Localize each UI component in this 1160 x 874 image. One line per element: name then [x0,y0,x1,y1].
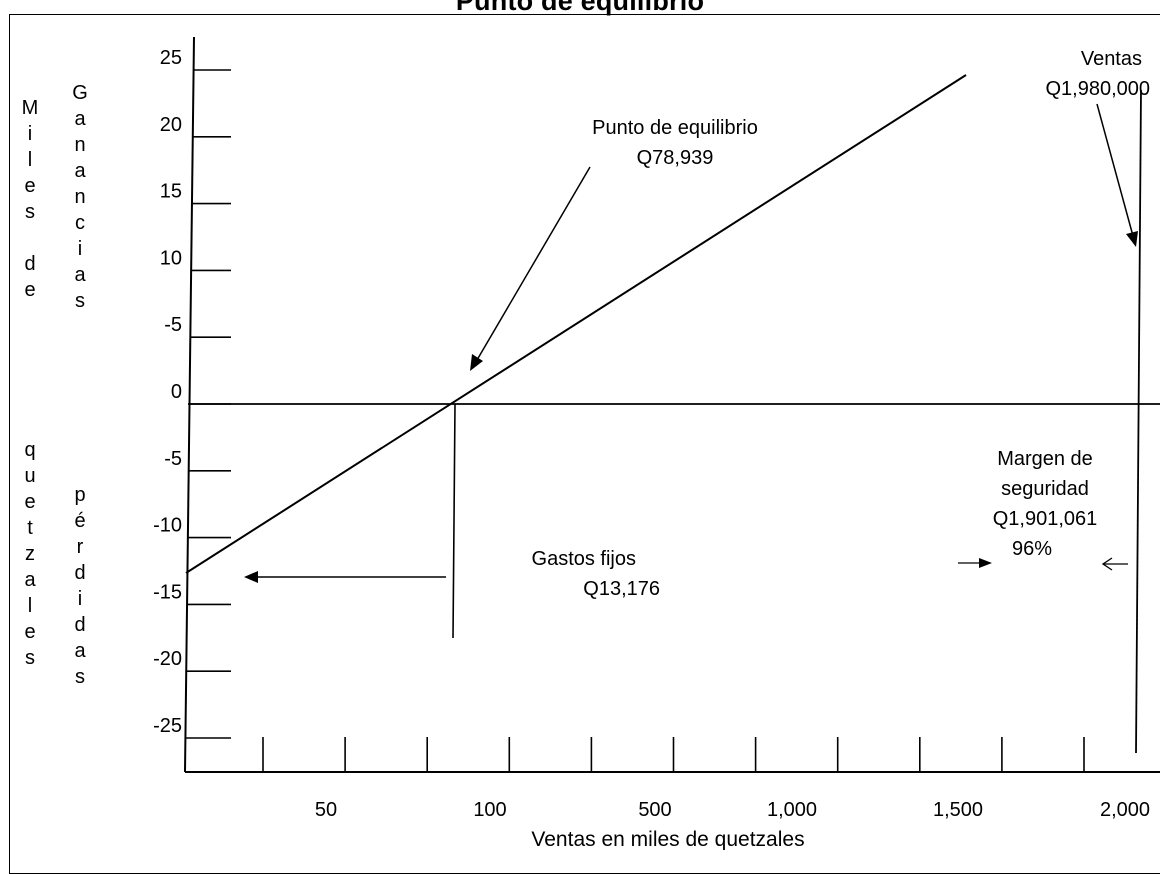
y-axis-label-outer-letter: s [25,647,35,669]
series-profit-line [185,74,967,574]
y-tick-label: -15 [153,581,182,603]
y-axis-label-upper-letter: a [74,160,86,182]
x-tick-label: 1,000 [767,799,817,821]
y-axis-label-outer-letter: d [24,253,36,275]
y-tick-label: 15 [160,181,182,203]
sales-arrow [1096,103,1134,237]
fixed-costs-arrowhead [244,571,258,583]
y-tick-label: 10 [160,247,182,269]
annotation-margin-line1: Margen de [997,448,1093,470]
margin-arrowhead-left [979,558,992,568]
y-axis-label-upper-letter: s [75,290,85,312]
annotation-margin-line4: 96% [1011,538,1053,560]
margin-arrowhead-right [1101,557,1113,571]
y-axis-label-outer-letter: u [24,465,36,487]
y-axis-label-upper-letter: n [74,134,86,156]
annotation-sales-line1: Ventas [1080,48,1142,70]
annotation-fixed-costs-line1: Gastos fijos [531,548,636,570]
x-tick-label: 500 [638,799,671,821]
y-axis-label-outer-letter: i [27,123,33,145]
y-axis-label-lower-letter: r [76,536,84,558]
annotation-break-even-line1: Punto de equilibrio [592,117,758,139]
annotation-sales-line2: Q1,980,000 [1045,78,1150,100]
y-axis-label-upper-letter: a [74,264,86,286]
y-axis-label-outer-letter: z [25,543,35,565]
sales-line [1135,89,1142,754]
y-axis-label-lower-letter: d [74,562,86,584]
y-tick-label: -5 [164,314,182,336]
y-tick-label: 25 [160,47,182,69]
break-even-arrow [476,166,591,361]
x-tick-label: 1,500 [933,799,983,821]
annotation-safety-margin: Margen de seguridad Q1,901,061 96% [970,444,1120,564]
y-axis-label-outer-letter: l [27,149,33,171]
y-axis-label-outer-letter: e [24,279,36,301]
y-axis-label-outer-letter: e [24,621,36,643]
y-axis-label-lower-letter: d [74,614,86,636]
y-axis-label-upper-letter: n [74,186,86,208]
y-tick-label: -10 [153,515,182,537]
y-axis-label-outer-letter: M [21,97,39,119]
break-even-drop-line [452,403,456,639]
x-tick-label: 50 [315,799,337,821]
y-axis-label-lower-letter: i [77,588,83,610]
y-axis-label-outer-letter: q [24,439,36,461]
y-axis-label-upper-letter: i [77,238,83,260]
y-ticks: 25 20 15 10 -5 0 -5 -10 -15 -20 -25 [153,47,231,739]
y-axis-label-outer-letter: s [25,201,35,223]
y-tick-label: -5 [164,448,182,470]
y-axis-label-outer-letter: e [24,175,36,197]
x-tick-label: 2,000 [1100,799,1150,821]
y-axis-label-lower-letter: p [74,484,86,506]
y-tick-label: -25 [153,715,182,737]
y-axis-label-upper-letter: c [75,212,85,234]
sales-arrowhead [1126,231,1138,247]
annotation-fixed-costs: Gastos fijos Q13,176 [500,544,660,604]
y-axis-label-lower-letter: a [74,640,86,662]
y-axis-label-upper-letter: G [72,82,88,104]
y-tick-label: -20 [153,648,182,670]
x-axis-title: Ventas en miles de quetzales [531,828,804,850]
y-tick-label: 0 [171,381,182,403]
break-even-arrowhead [470,354,483,371]
annotation-margin-line2: seguridad [1001,478,1089,500]
annotation-break-even-line2: Q78,939 [636,147,714,169]
annotation-margin-line3: Q1,901,061 [992,508,1098,530]
annotation-fixed-costs-line2: Q13,176 [583,578,660,600]
y-axis-label-outer-letter: t [27,517,33,539]
y-axis-label-outer-letter: l [27,595,33,617]
x-ticks: 50 100 500 1,000 1,500 2,000 [262,737,1150,821]
y-axis-label-upper-letter: a [74,108,86,130]
break-even-chart: 25 20 15 10 -5 0 -5 -10 -15 -20 -25 50 100 500 1,000 1… [153,36,1160,850]
annotation-sales: Ventas Q1,980,000 [1000,44,1150,104]
chart-title: Punto de equilibrio [455,0,705,16]
y-axis-label-outer-letter: a [24,569,36,591]
y-axis-label-outer-letter: e [24,491,36,513]
y-axis-label-lower-letter: é [74,510,86,532]
x-tick-label: 100 [473,799,506,821]
y-axis-label-lower-letter: s [75,666,85,688]
y-tick-label: 20 [160,114,182,136]
annotation-break-even: Punto de equilibrio Q78,939 [565,113,785,173]
